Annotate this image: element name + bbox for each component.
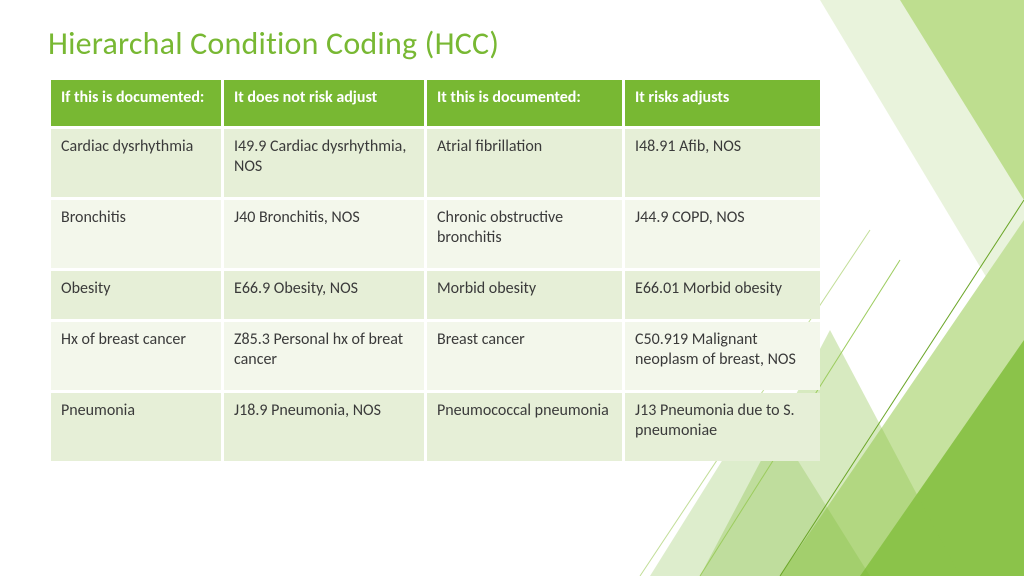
table-row: PneumoniaJ18.9 Pneumonia, NOSPneumococca… [51,393,820,461]
table-row: Cardiac dysrhythmiaI49.9 Cardiac dysrhyt… [51,129,820,197]
table-cell: I49.9 Cardiac dysrhythmia, NOS [224,129,424,197]
table-cell: Breast cancer [427,322,622,390]
table-cell: Z85.3 Personal hx of breat cancer [224,322,424,390]
slide: Hierarchal Condition Coding (HCC) If thi… [0,0,1024,576]
table-header-cell: If this is documented: [51,80,221,126]
table-header-cell: It risks adjusts [625,80,820,126]
table-cell: J44.9 COPD, NOS [625,200,820,268]
table-cell: J40 Bronchitis, NOS [224,200,424,268]
table-row: ObesityE66.9 Obesity, NOSMorbid obesityE… [51,271,820,319]
table-header-cell: It this is documented: [427,80,622,126]
table-cell: Chronic obstructive bronchitis [427,200,622,268]
table-cell: Cardiac dysrhythmia [51,129,221,197]
table-header-cell: It does not risk adjust [224,80,424,126]
hcc-table: If this is documented:It does not risk a… [48,77,823,464]
table-head: If this is documented:It does not risk a… [51,80,820,126]
table-cell: Atrial fibrillation [427,129,622,197]
table-cell: J13 Pneumonia due to S. pneumoniae [625,393,820,461]
page-title: Hierarchal Condition Coding (HCC) [48,24,976,63]
table-cell: Hx of breast cancer [51,322,221,390]
table-cell: Morbid obesity [427,271,622,319]
table-cell: E66.9 Obesity, NOS [224,271,424,319]
table-cell: Obesity [51,271,221,319]
table-cell: C50.919 Malignant neoplasm of breast, NO… [625,322,820,390]
table-cell: I48.91 Afib, NOS [625,129,820,197]
table-row: BronchitisJ40 Bronchitis, NOSChronic obs… [51,200,820,268]
table-cell: Pneumococcal pneumonia [427,393,622,461]
table-cell: E66.01 Morbid obesity [625,271,820,319]
table-cell: Bronchitis [51,200,221,268]
table-body: Cardiac dysrhythmiaI49.9 Cardiac dysrhyt… [51,129,820,461]
table-cell: J18.9 Pneumonia, NOS [224,393,424,461]
table-row: Hx of breast cancerZ85.3 Personal hx of … [51,322,820,390]
table-cell: Pneumonia [51,393,221,461]
table-header-row: If this is documented:It does not risk a… [51,80,820,126]
